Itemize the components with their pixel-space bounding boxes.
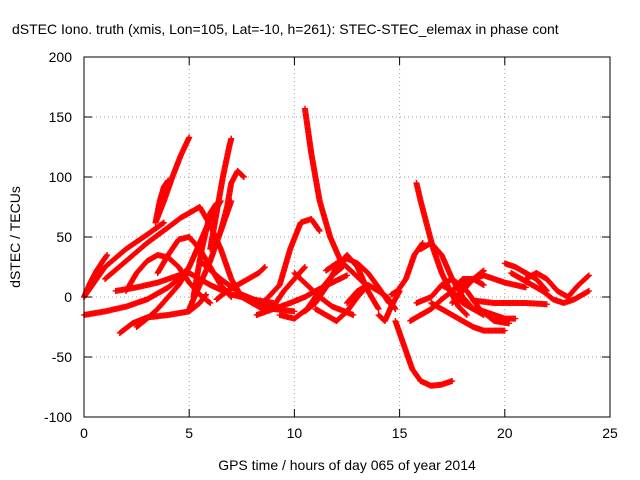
data-series [81, 105, 592, 389]
x-tick-label: 0 [80, 425, 88, 441]
series-track [217, 168, 247, 234]
x-axis-label: GPS time / hours of day 065 of year 2014 [218, 457, 476, 473]
series-track [102, 210, 193, 282]
data-point [261, 264, 268, 270]
data-point [227, 293, 234, 300]
data-point [392, 306, 399, 312]
series-track [207, 135, 235, 252]
series-track [522, 270, 592, 300]
series-track [81, 219, 167, 300]
y-tick-label: 0 [64, 289, 72, 305]
series-track [322, 255, 393, 306]
data-point [206, 299, 213, 306]
data-point [301, 264, 308, 271]
y-tick-label: 150 [49, 109, 73, 125]
data-point [240, 174, 247, 180]
y-tick-label: -100 [44, 409, 72, 425]
data-point [316, 228, 323, 234]
data-point [480, 282, 487, 288]
data-point [585, 288, 592, 294]
axis-ticks: 0 5 10 15 20 25 -100 -50 0 50 100 150 200 [44, 49, 618, 441]
data-point [160, 220, 167, 227]
data-point [186, 134, 193, 141]
data-point [585, 273, 592, 280]
data-point [291, 308, 298, 315]
data-point [301, 264, 308, 270]
x-tick-label: 5 [185, 425, 193, 441]
data-point [344, 272, 350, 279]
series-track [291, 270, 357, 318]
y-tick-label: 50 [56, 229, 72, 245]
series-track [459, 272, 529, 291]
data-point [543, 301, 550, 308]
data-point [261, 264, 268, 271]
y-tick-label: 200 [49, 49, 73, 65]
series-track [501, 260, 550, 294]
x-tick-label: 15 [392, 425, 408, 441]
data-point [449, 378, 456, 384]
x-tick-label: 10 [287, 425, 303, 441]
x-tick-label: 25 [602, 425, 618, 441]
y-axis-label: dSTEC / TECUs [7, 186, 23, 288]
data-point [463, 312, 470, 318]
data-point [207, 300, 214, 306]
series-track [392, 318, 456, 389]
x-tick-label: 20 [497, 425, 513, 441]
series-track [388, 240, 426, 298]
data-point [228, 135, 235, 142]
series-track [152, 134, 193, 226]
data-point [240, 173, 247, 180]
grid [84, 57, 610, 417]
data-point [350, 312, 357, 318]
series-track [428, 300, 508, 334]
chart-title: dSTEC Iono. truth (xmis, Lon=105, Lat=-1… [12, 21, 559, 37]
series-track [470, 297, 550, 308]
data-point [338, 264, 345, 271]
series-track [253, 272, 350, 318]
data-point [463, 311, 470, 318]
data-point [585, 272, 592, 279]
series-track [438, 282, 519, 322]
data-point [104, 252, 111, 258]
y-tick-label: -50 [52, 349, 72, 365]
data-point [522, 284, 529, 291]
data-point [512, 315, 519, 322]
data-point [160, 219, 167, 226]
series-track [301, 105, 369, 288]
y-tick-label: 100 [49, 169, 73, 185]
plot-frame [83, 56, 611, 418]
data-point [228, 294, 235, 300]
data-point [501, 327, 508, 334]
data-point [375, 306, 382, 312]
series-track [196, 216, 323, 306]
